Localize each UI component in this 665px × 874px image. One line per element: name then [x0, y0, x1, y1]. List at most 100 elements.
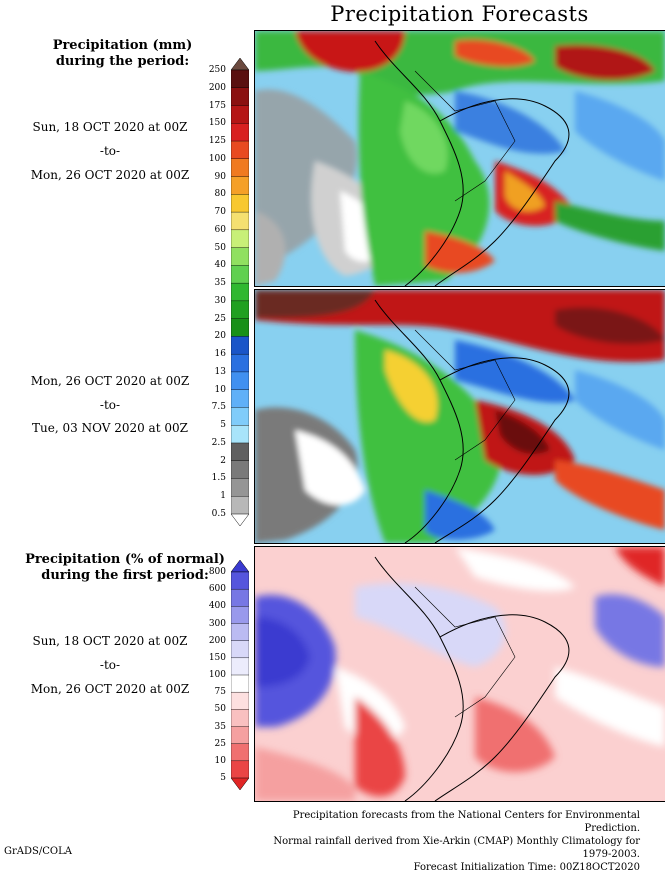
colorbar-tick-label: 300 — [208, 618, 226, 629]
period2-start: Mon, 26 OCT 2020 at 00Z — [30, 374, 190, 388]
colorbar-tick-label: 70 — [214, 207, 226, 218]
colorbar-swatch — [231, 407, 249, 426]
colorbar-swatch — [231, 760, 249, 779]
period1-end: Mon, 26 OCT 2020 at 00Z — [30, 168, 190, 182]
colorbar-swatch — [231, 709, 249, 727]
colorbar-swatch — [231, 123, 249, 142]
colorbar-swatch — [231, 87, 249, 107]
colorbar-tick-label: 25 — [214, 738, 226, 749]
colorbar-mm — [231, 58, 249, 526]
colorbar-tick-label: 1 — [220, 491, 226, 502]
colorbar-swatch — [231, 657, 249, 676]
colorbar-tick-label: 100 — [208, 153, 226, 164]
colorbar-swatch — [231, 229, 249, 249]
colorbar-tick-label: 50 — [214, 704, 226, 715]
colorbar-swatch — [231, 105, 249, 124]
amount-header-line2: during the period: — [55, 54, 190, 69]
colorbar-tick-label: 40 — [214, 260, 226, 271]
footer: Precipitation forecasts from the Nationa… — [254, 809, 640, 874]
colorbar-swatch — [231, 425, 249, 444]
map-period2-svg — [255, 290, 665, 543]
period3-to: -to- — [99, 658, 121, 672]
colorbar-swatch — [231, 691, 249, 710]
colorbar-arrow-bottom — [231, 513, 249, 526]
colorbar-tick-label: 10 — [214, 384, 226, 395]
colorbar-pct-svg — [231, 560, 249, 790]
colorbar-tick-label: 5 — [220, 420, 226, 431]
colorbar-tick-label: 75 — [214, 687, 226, 698]
colorbar-swatch — [231, 442, 249, 462]
colorbar-tick-label: 2.5 — [211, 437, 226, 448]
colorbar-arrow-top — [231, 560, 249, 573]
period1-to: -to- — [99, 144, 121, 158]
period3-start: Sun, 18 OCT 2020 at 00Z — [32, 634, 188, 648]
colorbar-tick-label: 13 — [214, 366, 226, 377]
period3-end: Mon, 26 OCT 2020 at 00Z — [30, 682, 190, 696]
colorbar-pct — [231, 560, 249, 790]
colorbar-swatch — [231, 318, 249, 337]
colorbar-swatch — [231, 300, 249, 320]
pct-header-line2: during the first period: — [41, 568, 209, 583]
colorbar-swatch — [231, 336, 249, 355]
colorbar-tick-label: 60 — [214, 224, 226, 235]
page-title: Precipitation Forecasts — [330, 2, 589, 26]
colorbar-tick-label: 25 — [214, 313, 226, 324]
colorbar-swatch — [231, 247, 249, 266]
amount-header: Precipitation (mm) during the period: — [20, 38, 225, 70]
colorbar-tick-label: 35 — [214, 278, 226, 289]
colorbar-tick-label: 35 — [214, 721, 226, 732]
colorbar-tick-label: 250 — [208, 65, 226, 75]
colorbar-mm-svg — [231, 58, 249, 526]
colorbar-tick-label: 16 — [214, 349, 226, 360]
colorbar-tick-label: 400 — [208, 601, 226, 612]
colorbar-swatch — [231, 588, 249, 607]
colorbar-swatch — [231, 69, 249, 89]
colorbar-tick-label: 80 — [214, 189, 226, 200]
colorbar-tick-label: 175 — [208, 100, 226, 111]
colorbar-tick-label: 30 — [214, 295, 226, 306]
grads-credit: GrADS/COLA — [4, 846, 72, 857]
colorbar-tick-label: 600 — [208, 584, 226, 595]
colorbar-swatch — [231, 176, 249, 195]
pct-header: Precipitation (% of normal) during the f… — [20, 552, 230, 584]
colorbar-swatch — [231, 389, 249, 408]
map-period1 — [254, 30, 665, 287]
footer-line1: Precipitation forecasts from the Nationa… — [292, 810, 640, 834]
colorbar-tick-label: 5 — [220, 773, 226, 783]
colorbar-swatch — [231, 640, 249, 659]
colorbar-swatch — [231, 371, 249, 391]
colorbar-swatch — [231, 606, 249, 624]
colorbar-swatch — [231, 743, 249, 762]
colorbar-swatch — [231, 265, 249, 284]
map-period2 — [254, 289, 665, 544]
colorbar-tick-label: 150 — [208, 652, 226, 663]
colorbar-tick-label: 20 — [214, 331, 226, 342]
period2-to: -to- — [99, 398, 121, 412]
colorbar-swatch — [231, 158, 249, 178]
colorbar-tick-label: 200 — [208, 82, 226, 93]
map-pct-normal-svg — [255, 547, 665, 801]
colorbar-tick-label: 50 — [214, 242, 226, 253]
amount-header-line1: Precipitation (mm) — [52, 38, 193, 53]
colorbar-tick-label: 150 — [208, 118, 226, 129]
colorbar-swatch — [231, 571, 249, 590]
colorbar-arrow-bottom — [231, 777, 249, 790]
colorbar-swatch — [231, 140, 249, 160]
colorbar-mm-ticks: 250 200 175 150 125 100 90 80 70 60 50 40 35 30 25 20 16… — [198, 0, 228, 860]
colorbar-swatch — [231, 211, 249, 231]
pct-header-line1: Precipitation (% of normal) — [25, 552, 225, 567]
colorbar-tick-label: 7.5 — [211, 402, 226, 413]
colorbar-swatch — [231, 282, 249, 302]
period1-start: Sun, 18 OCT 2020 at 00Z — [32, 120, 188, 134]
colorbar-tick-label: 0.5 — [211, 509, 226, 519]
colorbar-tick-label: 2 — [220, 455, 226, 466]
colorbar-swatch — [231, 496, 249, 515]
colorbar-tick-label: 800 — [208, 567, 226, 577]
footer-line2: Normal rainfall derived from Xie-Arkin (… — [273, 836, 640, 860]
colorbar-swatch — [231, 726, 249, 745]
colorbar-arrow-top — [231, 58, 249, 71]
colorbar-swatch — [231, 353, 249, 373]
colorbar-swatch — [231, 674, 249, 693]
colorbar-swatch — [231, 623, 249, 642]
colorbar-tick-label: 200 — [208, 635, 226, 646]
